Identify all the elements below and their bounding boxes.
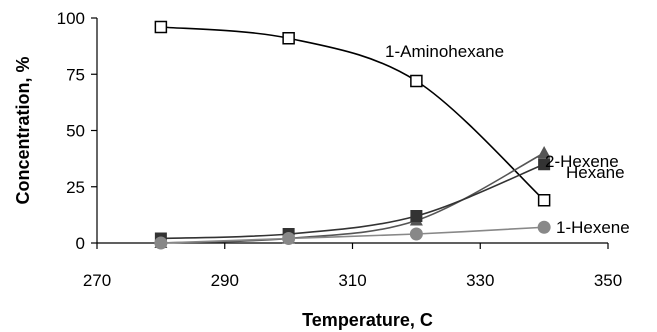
x-tick-label: 290 [211, 271, 239, 290]
series-label-1-aminohexane: 1-Aminohexane [385, 42, 504, 61]
series-curves [160, 26, 545, 244]
x-tick-label: 350 [594, 271, 622, 290]
series-curve-1-hexene [160, 226, 545, 244]
y-tick-label: 100 [57, 9, 85, 28]
data-point-1-hexene [154, 236, 168, 250]
series-label-2-hexene: 2-Hexene [545, 152, 619, 171]
axes [96, 18, 608, 244]
data-point-1-aminohexane [410, 74, 423, 88]
series-curve-hexane [160, 163, 545, 240]
data-point-1-hexene [409, 227, 423, 241]
x-tick-label: 330 [466, 271, 494, 290]
y-axis-title: Concentration, % [13, 56, 33, 204]
series-label-1-hexene: 1-Hexene [556, 218, 630, 237]
data-point-2-hexene [537, 146, 551, 158]
data-point-1-aminohexane [537, 194, 551, 207]
data-point-1-aminohexane [282, 32, 295, 45]
y-tick-label: 50 [66, 122, 85, 141]
data-point-1-hexene [282, 232, 296, 245]
y-tick-label: 0 [76, 234, 85, 253]
series-markers [154, 20, 551, 250]
x-tick-label: 270 [83, 271, 111, 290]
series-curve-2-hexene [160, 152, 545, 244]
y-tick-label: 25 [66, 178, 85, 197]
data-point-hexane [410, 210, 423, 222]
y-tick-label: 75 [66, 65, 85, 84]
series-label-hexane: Hexane [566, 163, 625, 182]
x-axis-title: Temperature, C [302, 310, 433, 330]
data-point-1-hexene [537, 220, 551, 234]
x-tick-label: 310 [338, 271, 366, 290]
data-point-hexane [538, 158, 551, 171]
data-point-1-aminohexane [154, 20, 168, 34]
ticks: 0 25 50 75 100 270 290 310 330 350 [57, 9, 623, 290]
series-curve-1-aminohexane [160, 26, 545, 201]
